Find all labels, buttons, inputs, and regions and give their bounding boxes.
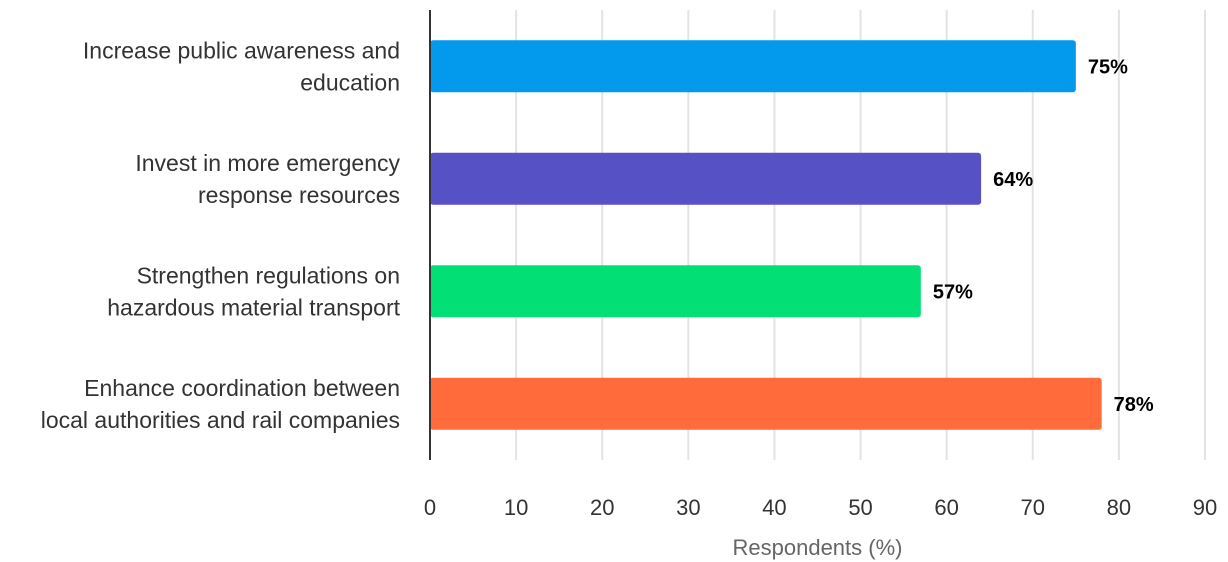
data-label: 64% xyxy=(993,169,1033,191)
category-label: Enhance coordination between local author… xyxy=(41,375,400,433)
x-axis-ticks: 0 10 20 30 40 50 60 70 80 90 xyxy=(424,495,1217,520)
x-tick-label: 50 xyxy=(848,495,872,520)
x-tick-label: 70 xyxy=(1021,495,1045,520)
data-label: 78% xyxy=(1114,394,1154,416)
category-label: Increase public awareness and education xyxy=(83,37,400,95)
x-tick-label: 40 xyxy=(762,495,786,520)
bar xyxy=(430,40,1076,93)
value-labels: 75% 64% 57% 78% xyxy=(933,56,1154,416)
x-tick-label: 10 xyxy=(504,495,528,520)
category-label-line: education xyxy=(300,69,400,95)
x-tick-label: 90 xyxy=(1193,495,1217,520)
category-label: Strengthen regulations on hazardous mater… xyxy=(107,262,400,320)
bar xyxy=(430,152,982,205)
x-tick-label: 0 xyxy=(424,495,436,520)
category-label-line: local authorities and rail companies xyxy=(41,407,400,433)
category-label-line: Enhance coordination between xyxy=(84,375,400,401)
bar xyxy=(430,377,1102,430)
bar xyxy=(430,265,921,318)
category-label-line: Strengthen regulations on xyxy=(137,262,400,288)
category-label-line: Invest in more emergency xyxy=(135,150,400,176)
x-tick-label: 30 xyxy=(676,495,700,520)
category-label: Invest in more emergency response resourc… xyxy=(135,150,400,208)
x-tick-label: 60 xyxy=(934,495,958,520)
category-label-line: response resources xyxy=(198,182,400,208)
x-axis-title: Respondents (%) xyxy=(733,535,903,560)
x-tick-label: 80 xyxy=(1107,495,1131,520)
category-label-line: Increase public awareness and xyxy=(83,37,400,63)
category-labels: Increase public awareness and educationIn… xyxy=(41,37,401,433)
x-tick-label: 20 xyxy=(590,495,614,520)
data-label: 57% xyxy=(933,281,973,303)
category-label-line: hazardous material transport xyxy=(107,294,400,320)
data-label: 75% xyxy=(1088,56,1128,78)
bars xyxy=(430,40,1102,430)
